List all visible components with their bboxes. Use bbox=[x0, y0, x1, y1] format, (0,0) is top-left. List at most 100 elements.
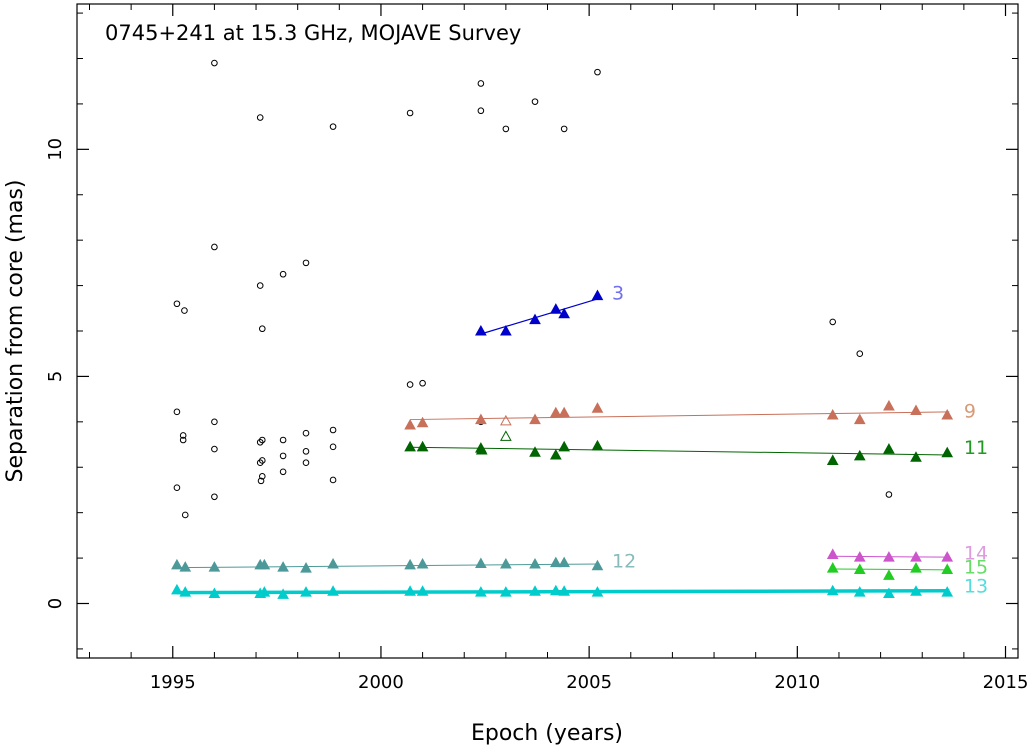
series-9-point bbox=[941, 408, 954, 420]
series-9-point bbox=[529, 413, 541, 425]
unassigned-point bbox=[211, 59, 218, 67]
series-12-point bbox=[416, 557, 429, 569]
unassigned-point bbox=[406, 381, 414, 388]
series-13-point bbox=[883, 587, 895, 599]
series-13-point bbox=[277, 588, 289, 599]
unassigned-point bbox=[302, 259, 310, 267]
series-9-point bbox=[549, 406, 562, 418]
y-tick-label: 10 bbox=[45, 138, 66, 161]
y-tick-label: 0 bbox=[45, 598, 66, 609]
series-label-15: 15 bbox=[964, 556, 988, 578]
series-12-point bbox=[549, 556, 562, 568]
series-11-point bbox=[529, 446, 541, 457]
unassigned-point bbox=[477, 107, 485, 115]
series-15-point bbox=[941, 563, 954, 574]
unassigned-point bbox=[211, 418, 218, 426]
series-13-point bbox=[300, 586, 312, 597]
series-label-11: 11 bbox=[964, 437, 988, 459]
series-9-point bbox=[826, 408, 839, 420]
unassigned-point bbox=[531, 98, 539, 105]
unassigned-point bbox=[211, 243, 218, 251]
series-label-14: 14 bbox=[964, 543, 988, 565]
series-11-point bbox=[500, 430, 512, 441]
unassigned-point bbox=[302, 448, 310, 455]
series-12-point bbox=[558, 556, 571, 568]
fit-line-3 bbox=[478, 297, 600, 336]
series-11-point bbox=[941, 446, 954, 458]
series-11-point bbox=[558, 440, 571, 452]
unassigned-point bbox=[502, 125, 510, 133]
x-tick-label: 2015 bbox=[983, 672, 1027, 693]
unassigned-point bbox=[560, 125, 568, 133]
series-3-point bbox=[558, 307, 571, 319]
unassigned-point bbox=[173, 484, 181, 491]
series-13-point bbox=[529, 585, 541, 596]
series-13-point bbox=[853, 586, 866, 597]
series-11-point bbox=[475, 443, 488, 455]
x-tick-label: 1995 bbox=[150, 672, 196, 693]
unassigned-point bbox=[258, 473, 266, 480]
series-9-point bbox=[416, 416, 429, 428]
fit-line-15 bbox=[832, 568, 950, 571]
unassigned-point bbox=[829, 318, 837, 326]
series-12-point bbox=[591, 559, 604, 571]
unassigned-point bbox=[256, 282, 264, 289]
y-tick-label: 5 bbox=[45, 371, 66, 382]
unassigned-point bbox=[181, 511, 189, 519]
series-13-point bbox=[910, 585, 922, 596]
series-11-point bbox=[910, 451, 922, 462]
unassigned-point bbox=[329, 426, 337, 434]
series-14-point bbox=[941, 551, 954, 562]
series-9-point bbox=[404, 418, 416, 430]
unassigned-point bbox=[302, 459, 310, 467]
series-9-point bbox=[558, 406, 571, 418]
series-9-point bbox=[910, 404, 922, 415]
series-12-point bbox=[179, 561, 192, 572]
series-13-point bbox=[208, 587, 221, 599]
series-15-point bbox=[883, 569, 895, 580]
axis-ticks: 1995 2000 2005 2010 2015 0 5 10 bbox=[45, 4, 1027, 693]
unassigned-point bbox=[329, 123, 337, 130]
plot-frame bbox=[76, 3, 1019, 659]
unassigned-point bbox=[257, 477, 265, 485]
series-13-point bbox=[179, 586, 192, 597]
series-12-point bbox=[208, 561, 221, 572]
series-3-point bbox=[500, 324, 512, 336]
series-11-point bbox=[853, 449, 866, 461]
series-13-point bbox=[558, 585, 571, 596]
series-13-point bbox=[500, 586, 512, 597]
series-11-point bbox=[826, 454, 839, 465]
unassigned-point bbox=[419, 379, 426, 387]
series-12-point bbox=[529, 557, 541, 569]
series-13-point bbox=[549, 584, 562, 596]
unassigned-point bbox=[302, 429, 310, 437]
unassigned-point bbox=[211, 445, 218, 453]
series-9-point bbox=[475, 413, 487, 425]
series-9-point bbox=[853, 413, 866, 425]
series-label-13: 13 bbox=[964, 575, 988, 597]
chart-title: 0745+241 at 15.3 GHz, MOJAVE Survey bbox=[105, 21, 521, 45]
unassigned-point bbox=[173, 408, 181, 416]
series-13-point bbox=[941, 586, 954, 597]
unassigned-point bbox=[329, 443, 337, 451]
unassigned-point bbox=[181, 307, 188, 314]
unassigned-point bbox=[279, 436, 287, 444]
fit-line-11 bbox=[410, 446, 950, 456]
series-12-point bbox=[171, 558, 183, 570]
series-13-point bbox=[258, 586, 271, 597]
fit-line-9 bbox=[410, 411, 950, 421]
unassigned-point bbox=[856, 350, 864, 358]
series-13-point bbox=[404, 585, 416, 596]
unassigned-point bbox=[594, 68, 601, 76]
x-tick-label: 2000 bbox=[358, 672, 404, 693]
series-14-point bbox=[910, 551, 922, 562]
unassigned-point bbox=[179, 436, 187, 444]
series-14-point bbox=[853, 551, 866, 562]
series-15-point bbox=[910, 562, 922, 573]
series-12-point bbox=[475, 557, 487, 569]
unassigned-point bbox=[211, 493, 218, 501]
series-13-point bbox=[327, 585, 339, 596]
series-3-point bbox=[475, 324, 487, 336]
